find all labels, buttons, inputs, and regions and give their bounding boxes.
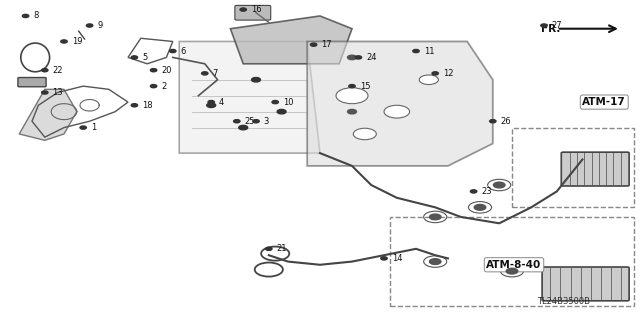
Circle shape	[419, 75, 438, 85]
Text: 25: 25	[244, 117, 255, 126]
Circle shape	[207, 103, 216, 108]
Circle shape	[234, 120, 240, 123]
Circle shape	[272, 100, 278, 104]
Circle shape	[493, 182, 505, 188]
Text: 9: 9	[97, 21, 102, 30]
Polygon shape	[230, 16, 352, 64]
Circle shape	[348, 55, 356, 60]
FancyBboxPatch shape	[18, 78, 46, 87]
Text: 8: 8	[33, 11, 38, 20]
Circle shape	[310, 43, 317, 46]
Text: TL24B3500B: TL24B3500B	[537, 297, 589, 306]
Text: 21: 21	[276, 244, 287, 253]
Circle shape	[239, 125, 248, 130]
Text: 5: 5	[142, 53, 147, 62]
Circle shape	[42, 69, 48, 72]
Text: 24: 24	[366, 53, 376, 62]
Text: 10: 10	[283, 98, 293, 107]
Text: 19: 19	[72, 37, 82, 46]
Circle shape	[252, 78, 260, 82]
Text: 2: 2	[161, 82, 166, 91]
Circle shape	[150, 69, 157, 72]
FancyBboxPatch shape	[542, 267, 629, 301]
Circle shape	[80, 126, 86, 129]
Text: 4: 4	[219, 98, 224, 107]
Circle shape	[208, 100, 214, 104]
Circle shape	[470, 190, 477, 193]
Circle shape	[474, 204, 486, 210]
Circle shape	[266, 247, 272, 250]
Circle shape	[432, 72, 438, 75]
Text: 17: 17	[321, 40, 332, 49]
Text: 3: 3	[264, 117, 269, 126]
Text: 14: 14	[392, 254, 402, 263]
FancyBboxPatch shape	[235, 5, 271, 20]
Circle shape	[131, 56, 138, 59]
FancyBboxPatch shape	[561, 152, 629, 186]
Circle shape	[353, 128, 376, 140]
Circle shape	[131, 104, 138, 107]
Circle shape	[348, 109, 356, 114]
Circle shape	[355, 56, 362, 59]
Circle shape	[170, 49, 176, 53]
Text: FR.: FR.	[541, 24, 560, 34]
Text: 1: 1	[91, 123, 96, 132]
Circle shape	[349, 85, 355, 88]
Text: 26: 26	[500, 117, 511, 126]
Circle shape	[253, 120, 259, 123]
Circle shape	[86, 24, 93, 27]
Circle shape	[22, 14, 29, 18]
Text: 23: 23	[481, 187, 492, 196]
Circle shape	[413, 49, 419, 53]
Text: 12: 12	[443, 69, 453, 78]
Circle shape	[541, 24, 547, 27]
Circle shape	[384, 105, 410, 118]
Circle shape	[429, 214, 441, 220]
Circle shape	[506, 268, 518, 274]
Circle shape	[490, 120, 496, 123]
Text: 15: 15	[360, 82, 370, 91]
Circle shape	[202, 72, 208, 75]
Circle shape	[150, 85, 157, 88]
Circle shape	[61, 40, 67, 43]
Text: ATM-17: ATM-17	[582, 97, 626, 107]
Circle shape	[277, 109, 286, 114]
Polygon shape	[307, 41, 493, 166]
Circle shape	[381, 257, 387, 260]
Text: 13: 13	[52, 88, 63, 97]
Circle shape	[240, 8, 246, 11]
Text: 22: 22	[52, 66, 63, 75]
Circle shape	[42, 91, 48, 94]
Text: 16: 16	[251, 5, 262, 14]
Text: 20: 20	[161, 66, 172, 75]
Polygon shape	[179, 41, 320, 153]
Circle shape	[336, 88, 368, 104]
Text: ATM-8-40: ATM-8-40	[486, 260, 541, 270]
Text: 11: 11	[424, 47, 434, 56]
Text: 18: 18	[142, 101, 153, 110]
Polygon shape	[19, 89, 77, 140]
Text: 27: 27	[552, 21, 563, 30]
Text: 6: 6	[180, 47, 186, 56]
Text: 7: 7	[212, 69, 218, 78]
Circle shape	[429, 259, 441, 264]
